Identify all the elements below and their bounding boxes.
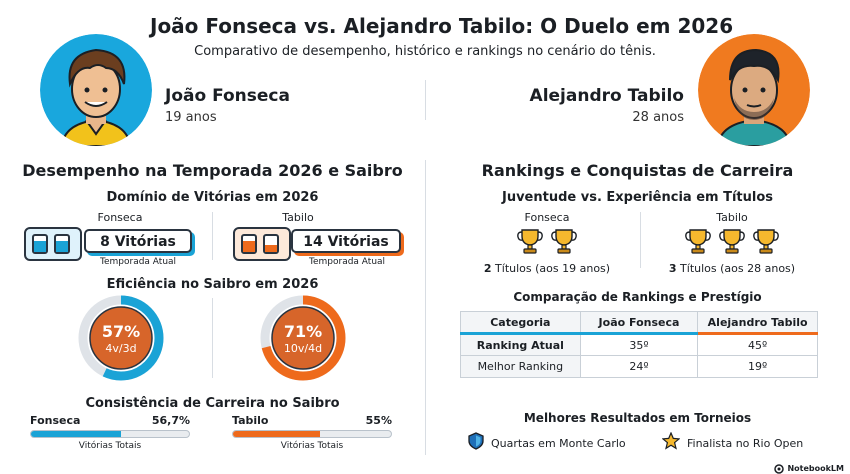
wins-fonseca-caption: Temporada Atual	[100, 257, 177, 267]
career-section-title: Rankings e Conquistas de Carreira	[481, 161, 794, 180]
wins-tabilo-value: 14 Vitórias	[303, 234, 389, 250]
table-cell: 19º	[697, 355, 818, 378]
tournaments-title: Melhores Resultados em Torneios	[523, 411, 752, 425]
season-section-title: Desempenho na Temporada 2026 e Saibro	[22, 161, 403, 180]
table-header: João Fonseca	[579, 311, 698, 335]
wins-tabilo-caption: Temporada Atual	[309, 257, 386, 267]
table-cell: 35º	[579, 333, 698, 356]
titles-fonseca-caption: 2 Títulos (aos 19 anos)	[460, 262, 634, 275]
tournament-tabilo: Finalista no Rio Open	[661, 431, 804, 454]
career-fonseca-bar	[30, 430, 190, 438]
table-cell: 45º	[697, 333, 818, 356]
career-title: Consistência de Carreira no Saibro	[85, 396, 340, 411]
center-divider	[425, 160, 426, 455]
career-fonseca-caption: Vitórias Totais	[78, 441, 142, 451]
titles-tabilo-text: Títulos (aos 28 anos)	[676, 262, 796, 275]
career-tabilo-bar	[232, 430, 392, 438]
trophy-icon	[683, 226, 713, 258]
wins-tabilo-label: Tabilo	[282, 211, 314, 224]
trophy-icon	[751, 226, 781, 258]
table-row: Melhor Ranking 24º 19º	[460, 355, 818, 378]
tabilo-age: 28 anos	[632, 110, 684, 125]
clay-tabilo-percent: 71%	[283, 322, 323, 341]
trophy-icon	[515, 226, 545, 258]
battery-icon	[233, 227, 291, 261]
star-icon	[661, 431, 681, 454]
career-fonseca-label: Fonseca	[30, 414, 81, 427]
wins-fonseca-label: Fonseca	[97, 211, 143, 224]
page-subtitle: Comparativo de desempenho, histórico e r…	[194, 44, 656, 59]
career-tabilo: Tabilo 55% Vitórias Totais	[232, 414, 392, 451]
wins-title: Domínio de Vitórias em 2026	[106, 190, 319, 205]
table-cell: Ranking Atual	[460, 333, 581, 356]
titles-tabilo-label: Tabilo	[716, 211, 748, 224]
rankings-title: Comparação de Rankings e Prestígio	[513, 290, 762, 304]
titles-fonseca-count: 2	[483, 262, 492, 275]
fonseca-age: 19 anos	[165, 110, 217, 125]
career-tabilo-caption: Vitórias Totais	[280, 441, 344, 451]
table-header-row: Categoria João Fonseca Alejandro Tabilo	[460, 311, 818, 335]
fonseca-name: João Fonseca	[165, 86, 290, 106]
table-cell: Melhor Ranking	[460, 355, 581, 378]
wins-divider	[212, 212, 213, 260]
tournament-fonseca: Quartas em Monte Carlo	[468, 432, 626, 454]
clay-fonseca-gauge: 57% 4v/3d	[78, 295, 164, 381]
table-header: Alejandro Tabilo	[697, 311, 818, 335]
header-divider	[425, 80, 426, 120]
trophy-icon	[717, 226, 747, 258]
titles-divider	[640, 212, 641, 268]
clay-fonseca-record: 4v/3d	[105, 342, 137, 355]
brand-watermark: NotebookLM	[774, 459, 844, 474]
shield-icon	[468, 432, 484, 454]
clay-divider	[212, 298, 213, 378]
titles-fonseca-text: Títulos (aos 19 anos)	[491, 262, 611, 275]
table-header: Categoria	[460, 311, 581, 335]
tournament-fonseca-text: Quartas em Monte Carlo	[491, 436, 626, 450]
titles-tabilo-trophies	[662, 226, 802, 258]
notebooklm-icon	[774, 459, 785, 474]
career-fonseca-value: 56,7%	[151, 414, 190, 427]
trophy-icon	[549, 226, 579, 258]
table-cell: 24º	[579, 355, 698, 378]
rankings-table: Categoria João Fonseca Alejandro Tabilo …	[460, 311, 818, 378]
titles-tabilo-caption: 3 Títulos (aos 28 anos)	[645, 262, 819, 275]
clay-title: Eficiência no Saibro em 2026	[106, 277, 319, 292]
clay-tabilo-gauge: 71% 10v/4d	[260, 295, 346, 381]
career-tabilo-label: Tabilo	[232, 414, 269, 427]
titles-title: Juventude vs. Experiência em Títulos	[501, 190, 774, 205]
clay-fonseca-percent: 57%	[101, 322, 141, 341]
table-row: Ranking Atual 35º 45º	[460, 333, 818, 356]
page-title: João Fonseca vs. Alejandro Tabilo: O Due…	[150, 14, 734, 38]
battery-icon	[24, 227, 82, 261]
brand-name: NotebookLM	[787, 464, 844, 473]
tabilo-avatar	[698, 34, 810, 146]
wins-fonseca-value: 8 Vitórias	[100, 234, 176, 250]
fonseca-avatar	[40, 34, 152, 146]
career-tabilo-value: 55%	[365, 414, 392, 427]
tabilo-name: Alejandro Tabilo	[529, 86, 684, 106]
career-fonseca: Fonseca 56,7% Vitórias Totais	[30, 414, 190, 451]
clay-tabilo-record: 10v/4d	[283, 342, 323, 355]
titles-fonseca-label: Fonseca	[524, 211, 570, 224]
titles-tabilo-count: 3	[668, 262, 677, 275]
tournament-tabilo-text: Finalista no Rio Open	[687, 436, 804, 450]
titles-fonseca-trophies	[480, 226, 614, 258]
